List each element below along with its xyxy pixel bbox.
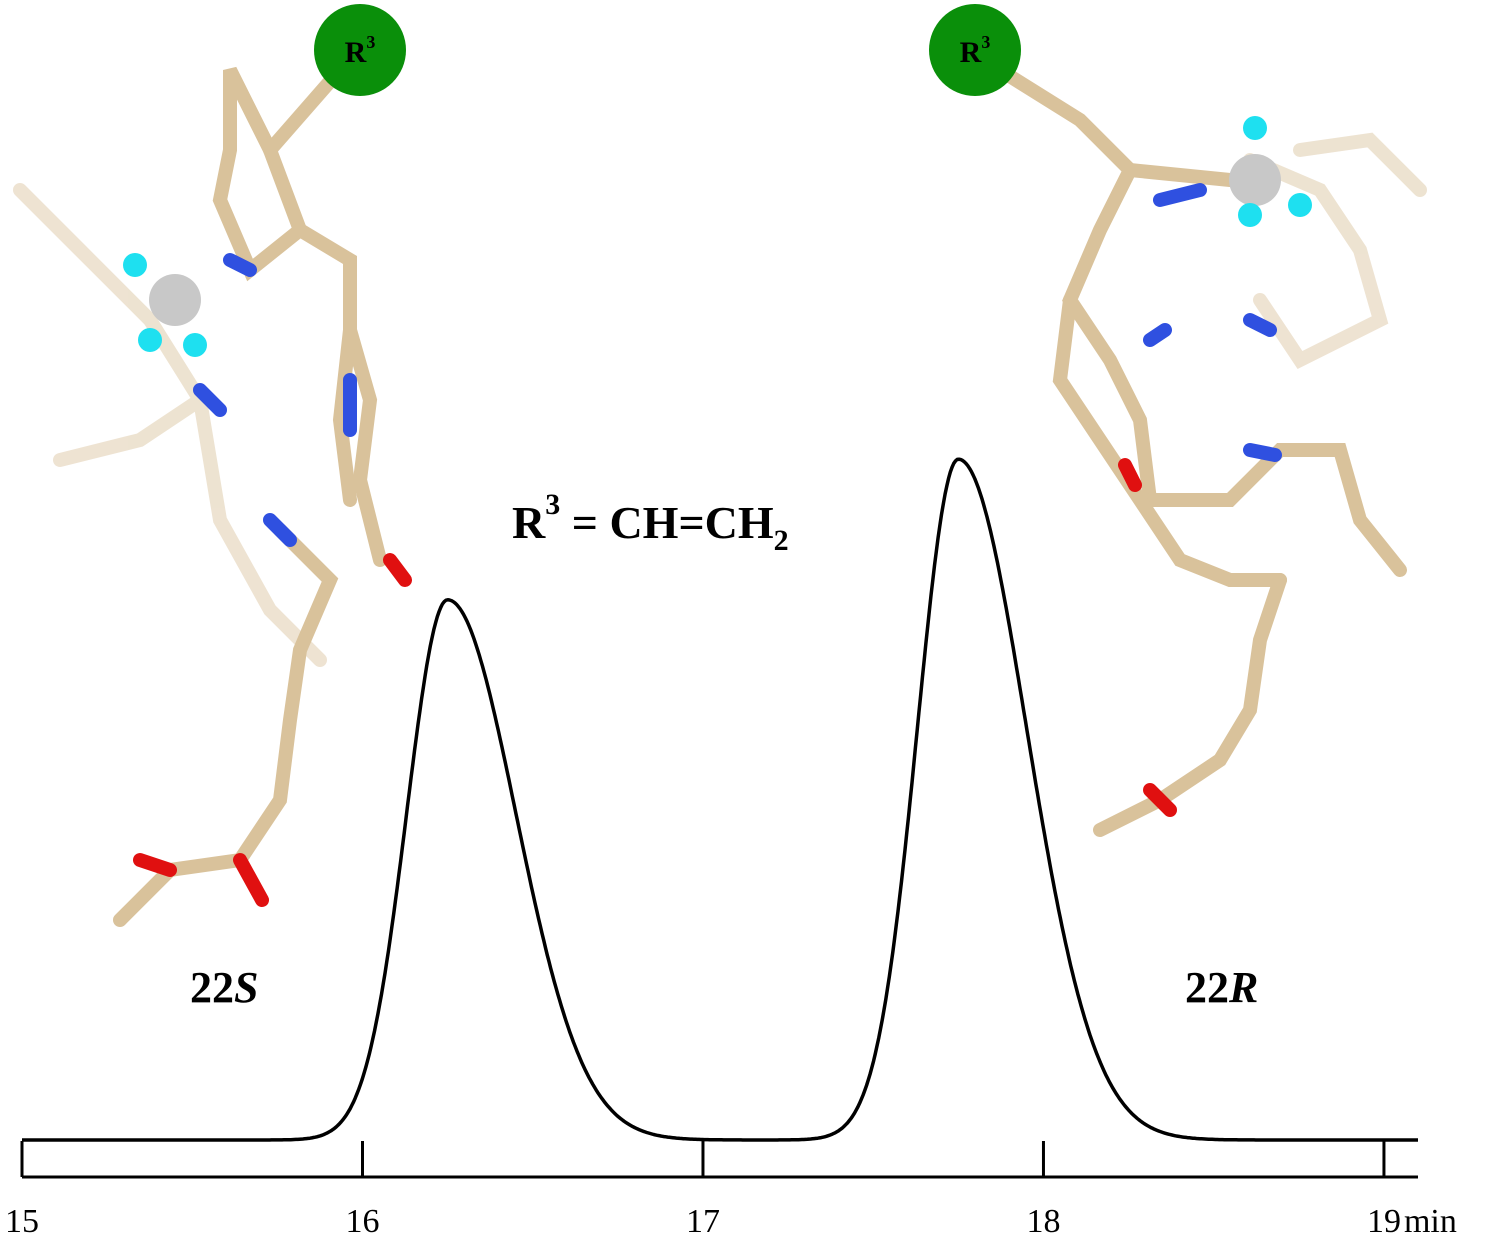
- molecule-model-22s: [13, 63, 412, 927]
- x-tick-label-15: 15: [5, 1203, 39, 1236]
- formula-sup: 3: [545, 488, 560, 521]
- badge-right-main: R: [960, 36, 982, 69]
- peak-label-22s-prefix: 22: [190, 963, 234, 1012]
- r3-badge-right: R3: [929, 4, 1021, 96]
- badge-right-sup: 3: [981, 32, 990, 52]
- formula-r: R: [512, 497, 546, 548]
- x-tick-label-16: 16: [345, 1203, 379, 1236]
- molecule-model-22r: [993, 63, 1427, 837]
- svg-text:R3: R3: [960, 32, 991, 69]
- x-axis-unit: min: [1404, 1203, 1457, 1236]
- peak-label-22r-prefix: 22: [1185, 963, 1229, 1012]
- x-axis: 15 16 17 18 19 min: [5, 1141, 1457, 1236]
- substituent-formula: R3 = CH=CH2: [512, 488, 789, 557]
- x-tick-label-18: 18: [1026, 1203, 1060, 1236]
- formula-sub: 2: [774, 524, 789, 557]
- peak-label-22r-suffix: R: [1228, 963, 1258, 1012]
- chromatogram-trace: [21, 457, 1419, 1142]
- peak-label-22r: 22R: [1185, 963, 1258, 1012]
- x-tick-label-17: 17: [686, 1203, 720, 1236]
- r3-badge-left: R3: [314, 4, 406, 96]
- formula-mid: = CH=CH: [560, 497, 774, 548]
- peak-label-22s: 22S: [190, 963, 258, 1012]
- peak-label-22s-suffix: S: [234, 963, 258, 1012]
- badge-left-main: R: [345, 36, 367, 69]
- svg-text:R3: R3: [345, 32, 376, 69]
- badge-left-sup: 3: [366, 32, 375, 52]
- x-tick-label-19: 19: [1367, 1203, 1401, 1236]
